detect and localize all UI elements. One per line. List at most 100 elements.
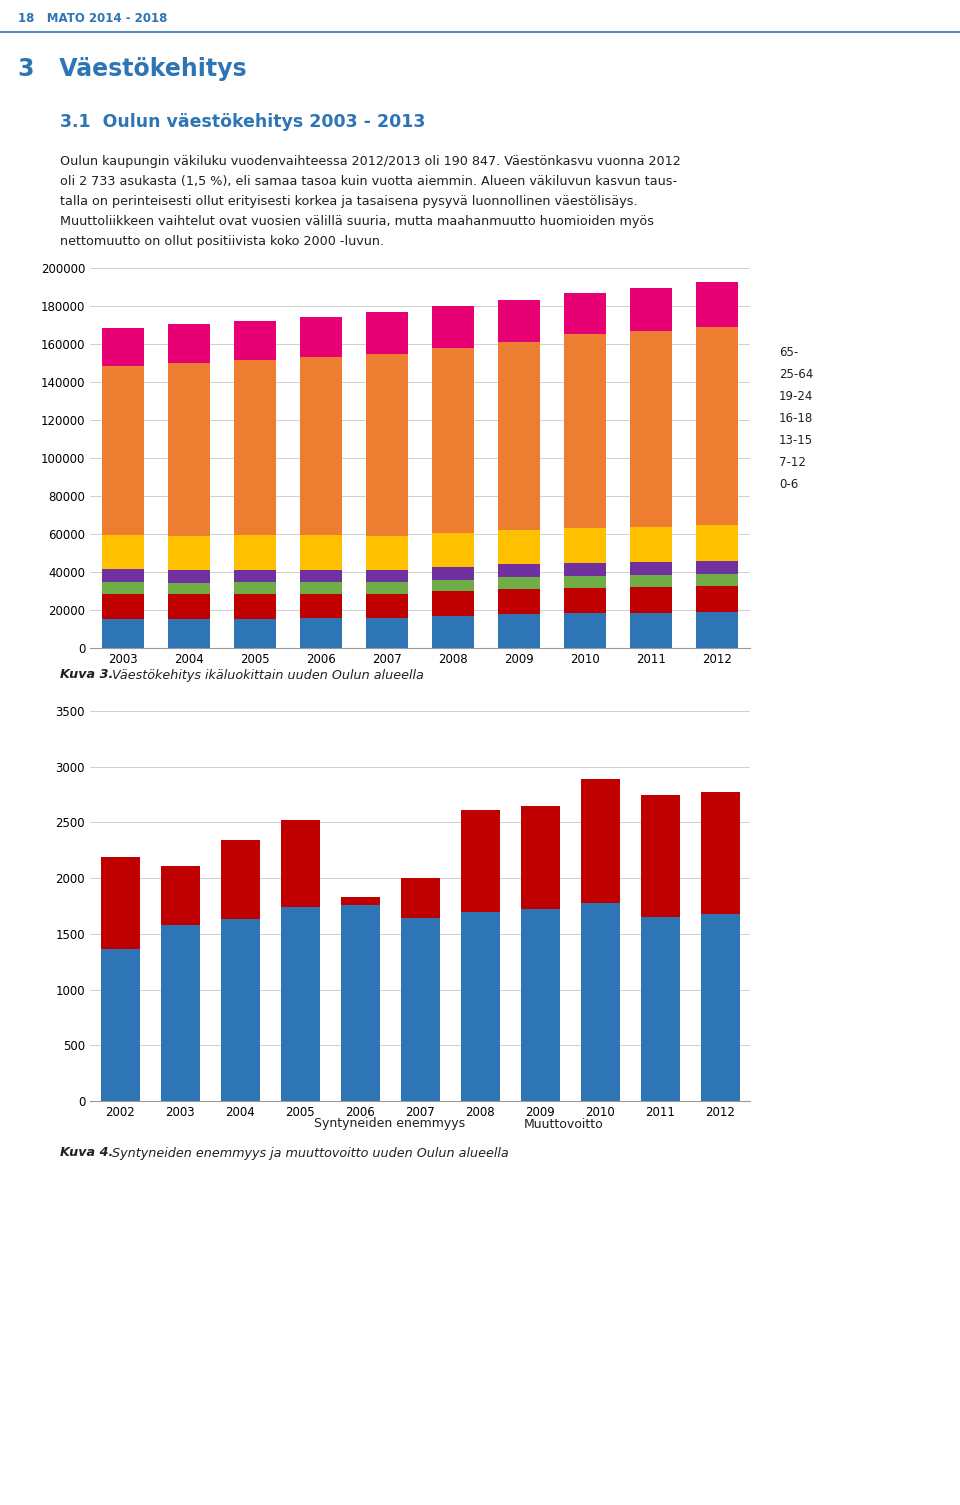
Bar [300,570,343,582]
Bar [520,805,560,909]
Bar [280,820,320,908]
Bar [300,536,343,570]
Text: Oulun kaupungin väkiluku vuodenvaihteessa 2012/2013 oli 190 847. Väestönkasvu vu: Oulun kaupungin väkiluku vuodenvaihteess… [60,155,681,167]
Text: 25-64: 25-64 [779,369,813,381]
Bar [461,810,499,912]
Text: Muuttovoitto: Muuttovoitto [524,1118,604,1130]
Bar [233,582,276,594]
Bar [300,318,343,358]
Bar [696,613,738,649]
Bar [696,283,738,327]
Bar [366,354,408,536]
Bar [366,582,408,594]
Bar [102,594,144,619]
Bar [341,905,379,1102]
Bar [640,917,680,1102]
Bar [102,366,144,534]
Bar [696,525,738,560]
Bar [630,287,672,331]
Bar [280,908,320,1102]
Bar [564,292,607,334]
Text: 0-6: 0-6 [779,479,799,492]
Bar [497,576,540,588]
Bar [400,918,440,1102]
Bar [300,594,343,619]
Bar [497,564,540,576]
Bar [564,588,607,614]
Bar [432,579,474,591]
Text: 18   MATO 2014 - 2018: 18 MATO 2014 - 2018 [18,12,167,26]
Bar [233,536,276,570]
Bar [233,619,276,649]
Bar [630,527,672,561]
Bar [581,903,619,1102]
Bar [101,856,139,950]
Bar [432,348,474,533]
Bar [102,534,144,569]
Bar [102,619,144,649]
Bar [432,616,474,649]
Bar [497,299,540,342]
Bar [432,533,474,567]
Bar [102,569,144,582]
Bar [696,573,738,587]
Bar [461,912,499,1102]
Text: Syntyneiden enemmyys ja muuttovoitto uuden Oulun alueella: Syntyneiden enemmyys ja muuttovoitto uud… [108,1147,509,1159]
Bar [366,594,408,617]
Bar [233,570,276,582]
Text: talla on perinteisesti ollut erityisesti korkea ja tasaisena pysyvä luonnollinen: talla on perinteisesti ollut erityisesti… [60,194,637,208]
Bar [102,328,144,366]
Bar [630,613,672,649]
Bar [701,792,739,914]
Bar [300,358,343,536]
Bar [233,321,276,360]
Bar [168,536,210,570]
Bar [640,795,680,917]
Bar [300,619,343,649]
Bar [300,582,343,594]
Bar [400,877,440,918]
Text: 16-18: 16-18 [779,412,813,426]
Text: 3   Väestökehitys: 3 Väestökehitys [18,57,247,81]
Text: nettomuutto on ollut positiivista koko 2000 -luvun.: nettomuutto on ollut positiivista koko 2… [60,235,384,247]
Bar [366,536,408,570]
Bar [432,591,474,616]
Text: Muuttoliikkeen vaihtelut ovat vuosien välillä suuria, mutta maahanmuutto huomioi: Muuttoliikkeen vaihtelut ovat vuosien vä… [60,215,654,227]
Bar [160,926,200,1102]
Text: Kuva 4.: Kuva 4. [60,1147,113,1159]
Bar [564,563,607,576]
Bar [432,567,474,579]
Bar [168,582,210,594]
Bar [564,334,607,528]
Text: 3.1  Oulun väestökehitys 2003 - 2013: 3.1 Oulun väestökehitys 2003 - 2013 [60,113,425,131]
Bar [168,619,210,649]
Bar [497,614,540,649]
Bar [160,865,200,926]
Bar [497,530,540,564]
Text: Kuva 3.: Kuva 3. [60,668,113,682]
Bar [696,327,738,525]
Bar [366,617,408,649]
Bar [630,587,672,613]
Bar [564,528,607,563]
Bar [432,306,474,348]
Bar [581,780,619,903]
Bar [168,570,210,582]
Text: oli 2 733 asukasta (1,5 %), eli samaa tasoa kuin vuotta aiemmin. Alueen väkiluvu: oli 2 733 asukasta (1,5 %), eli samaa ta… [60,175,677,188]
Text: 7-12: 7-12 [779,456,805,470]
Bar [630,331,672,527]
Bar [497,342,540,530]
Text: 65-: 65- [779,346,799,360]
Bar [630,561,672,575]
Bar [168,363,210,536]
Bar [701,914,739,1102]
Bar [341,897,379,905]
Bar [696,560,738,573]
Bar [564,614,607,649]
Bar [168,325,210,363]
Bar [366,570,408,582]
Bar [233,360,276,536]
Bar [233,594,276,619]
Bar [696,587,738,613]
Bar [366,312,408,354]
